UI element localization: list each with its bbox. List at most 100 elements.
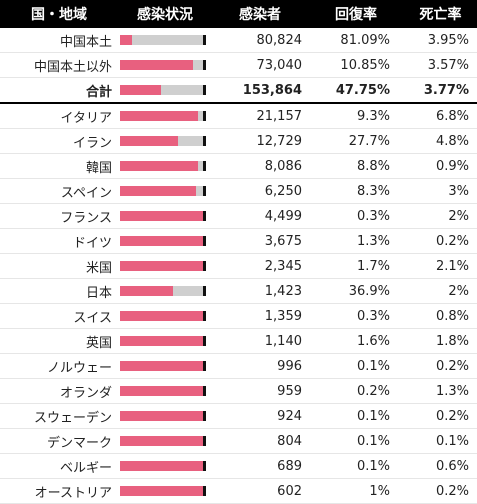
deaths-fill [203,161,206,171]
recovery-rate: 1.6% [308,328,404,354]
deaths-fill [203,85,206,95]
deaths-fill [203,236,206,246]
country-name: ノルウェー [0,353,118,379]
recovery-rate: 0.3% [308,203,404,229]
status-bar [120,361,206,371]
cases-value: 153,864 [212,77,308,104]
table-row: ノルウェー 996 0.1% 0.2% [0,353,477,379]
table-row: オーストリア 602 1% 0.2% [0,478,477,504]
recovered-fill [120,136,179,146]
status-bar [120,311,206,321]
deaths-fill [203,436,206,446]
country-name: 英国 [0,328,118,354]
table-row: スペイン 6,250 8.3% 3% [0,178,477,204]
cases-value: 1,359 [212,303,308,329]
status-cell [118,228,212,254]
status-cell [118,378,212,404]
recovery-rate: 47.75% [308,77,404,104]
table-row: オランダ 959 0.2% 1.3% [0,378,477,404]
deaths-fill [203,35,206,45]
country-name: オーストリア [0,478,118,504]
recovery-rate: 8.3% [308,178,404,204]
death-rate: 3.77% [404,77,477,104]
status-cell [118,77,212,104]
recovered-fill [120,161,198,171]
status-bar [120,411,206,421]
country-name: ベルギー [0,453,118,479]
table-row: フランス 4,499 0.3% 2% [0,203,477,229]
death-rate: 2% [404,278,477,304]
death-rate: 4.8% [404,128,477,154]
status-cell [118,353,212,379]
status-bar [120,336,206,346]
table-row: イラン 12,729 27.7% 4.8% [0,128,477,154]
cases-value: 2,345 [212,253,308,279]
deaths-fill [203,261,206,271]
status-cell [118,153,212,179]
deaths-fill [203,136,206,146]
table-row: スイス 1,359 0.3% 0.8% [0,303,477,329]
recovered-fill [120,236,205,246]
death-rate: 0.2% [404,478,477,504]
cases-value: 959 [212,378,308,404]
death-rate: 1.8% [404,328,477,354]
country-name: フランス [0,203,118,229]
death-rate: 3% [404,178,477,204]
cases-value: 924 [212,403,308,429]
table-row: 中国本土以外 73,040 10.85% 3.57% [0,52,477,78]
death-rate: 0.2% [404,228,477,254]
recovery-rate: 0.1% [308,428,404,454]
recovered-fill [120,411,206,421]
table-row: 韓国 8,086 8.8% 0.9% [0,153,477,179]
status-bar [120,161,206,171]
deaths-fill [203,111,206,121]
status-bar [120,386,206,396]
deaths-fill [203,461,206,471]
deaths-fill [203,361,206,371]
recovery-rate: 10.85% [308,52,404,78]
deaths-fill [203,60,206,70]
status-cell [118,203,212,229]
country-name: デンマーク [0,428,118,454]
deaths-fill [203,211,206,221]
country-name: スペイン [0,178,118,204]
header-death: 死亡率 [404,0,477,28]
country-name: イラン [0,128,118,154]
recovery-rate: 81.09% [308,28,404,53]
status-bar [120,486,206,496]
cases-value: 602 [212,478,308,504]
status-bar [120,261,206,271]
status-bar [120,85,206,95]
recovery-rate: 1.7% [308,253,404,279]
recovery-rate: 0.1% [308,453,404,479]
header-status: 感染状況 [118,0,212,28]
recovered-fill [120,336,204,346]
header-recovery: 回復率 [308,0,404,28]
recovery-rate: 0.3% [308,303,404,329]
cases-value: 804 [212,428,308,454]
recovered-fill [120,186,197,196]
status-cell [118,178,212,204]
recovery-rate: 27.7% [308,128,404,154]
country-name: オランダ [0,378,118,404]
table-row: ベルギー 689 0.1% 0.6% [0,453,477,479]
status-bar [120,186,206,196]
recovered-fill [120,486,205,496]
recovery-rate: 1.3% [308,228,404,254]
recovery-rate: 9.3% [308,103,404,129]
deaths-fill [203,411,206,421]
country-name: 中国本土以外 [0,52,118,78]
deaths-fill [203,311,206,321]
deaths-fill [203,486,206,496]
status-cell [118,453,212,479]
recovered-fill [120,60,194,70]
cases-value: 996 [212,353,308,379]
country-name: ドイツ [0,228,118,254]
death-rate: 1.3% [404,378,477,404]
table-row: ドイツ 3,675 1.3% 0.2% [0,228,477,254]
death-rate: 0.8% [404,303,477,329]
table-row: 英国 1,140 1.6% 1.8% [0,328,477,354]
deaths-fill [203,386,206,396]
death-rate: 6.8% [404,103,477,129]
status-bar [120,436,206,446]
